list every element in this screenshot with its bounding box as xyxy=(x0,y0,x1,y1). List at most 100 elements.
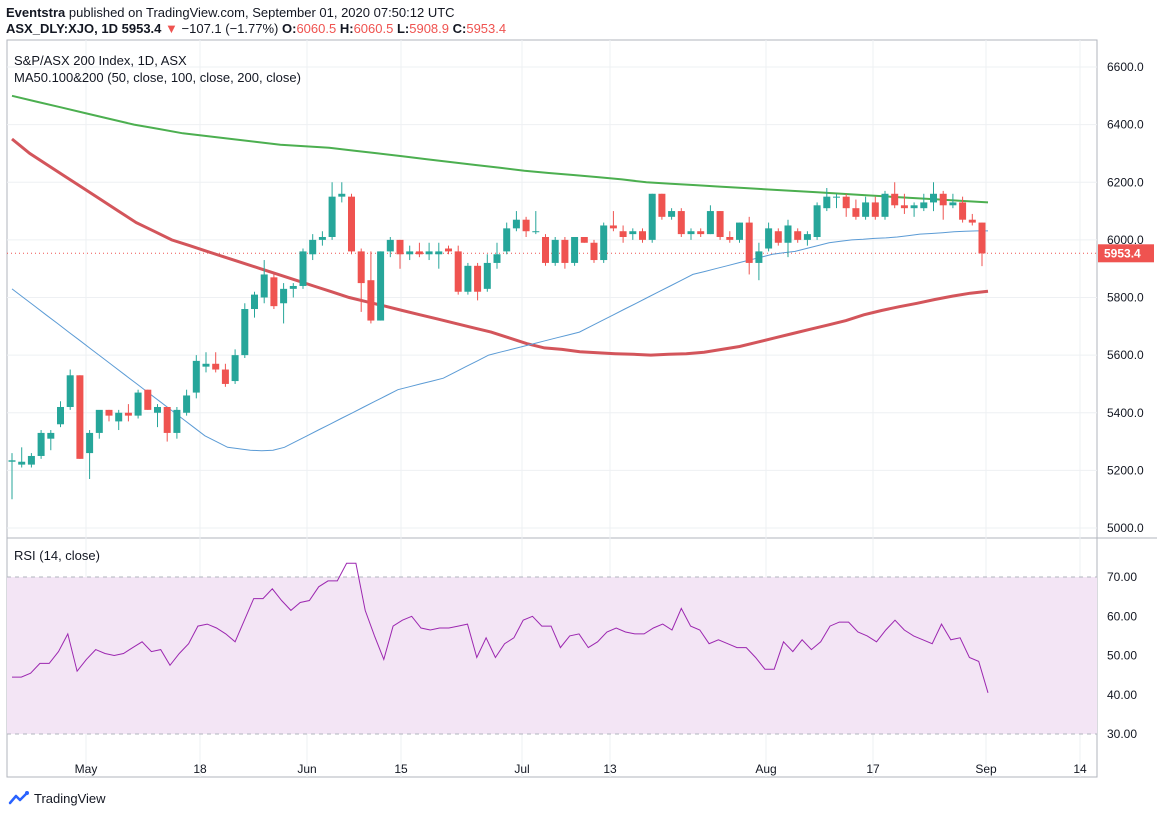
candle-body xyxy=(66,375,74,407)
high-label: H: xyxy=(339,21,354,36)
y-tick-label: 5200.0 xyxy=(1107,463,1144,477)
rsi-legend[interactable]: RSI (14, close) xyxy=(14,548,100,563)
candle-body xyxy=(716,211,724,237)
high-value: 6060.5 xyxy=(353,21,394,36)
candle-body xyxy=(163,406,171,433)
candle-body xyxy=(765,228,773,249)
candle-body xyxy=(571,236,579,263)
candle-body xyxy=(542,236,549,263)
candle-body xyxy=(377,251,385,321)
candle-body xyxy=(561,239,569,263)
ma100-line xyxy=(11,137,989,357)
candle-body xyxy=(134,392,142,416)
candle-body xyxy=(862,202,870,217)
brand-label: TradingView xyxy=(34,790,106,806)
price-change: −107.1 (−1.77%) xyxy=(181,21,279,36)
tradingview-footer[interactable]: TradingView xyxy=(8,790,106,806)
candle-body xyxy=(454,251,462,292)
candle-body xyxy=(920,202,928,209)
candle-body xyxy=(464,265,472,292)
y-tick-label: 5400.0 xyxy=(1107,406,1144,420)
rsi-tick-label: 70.00 xyxy=(1107,570,1137,584)
candle-body xyxy=(813,205,821,237)
candle-body xyxy=(144,389,152,410)
candle-body xyxy=(183,395,191,413)
candle-body xyxy=(57,406,64,425)
candle-body xyxy=(299,251,307,286)
candle-body xyxy=(231,355,239,382)
candle-body xyxy=(318,236,326,240)
y-tick-label: 6400.0 xyxy=(1107,118,1144,132)
close-value: 5953.4 xyxy=(466,21,507,36)
low-value: 5908.9 xyxy=(409,21,449,36)
candle-body xyxy=(338,193,346,197)
candle-body xyxy=(396,239,404,255)
candle-body xyxy=(648,193,656,240)
candle-body xyxy=(154,406,161,413)
candle-body xyxy=(212,363,220,370)
last-price: 5953.4 xyxy=(121,21,162,36)
y-tick-label: 5800.0 xyxy=(1107,291,1144,305)
candle-body xyxy=(590,242,598,261)
candle-body xyxy=(415,251,423,255)
candle-body xyxy=(803,234,811,240)
rsi-tick-label: 30.00 xyxy=(1107,727,1137,741)
candle-body xyxy=(532,231,540,233)
candle-body xyxy=(755,251,763,263)
candle-body xyxy=(425,251,433,255)
close-label: C: xyxy=(452,21,467,36)
candle-body xyxy=(609,225,617,229)
candle-body xyxy=(881,193,889,217)
candle-body xyxy=(260,274,268,298)
candle-body xyxy=(726,236,734,240)
candle-body xyxy=(289,285,297,289)
candle-body xyxy=(639,231,646,240)
candle-body xyxy=(871,202,879,217)
candle-body xyxy=(202,363,210,367)
y-tick-label: 5000.0 xyxy=(1107,521,1144,535)
candle-body xyxy=(910,205,918,209)
rsi-tick-label: 40.00 xyxy=(1107,688,1137,702)
candle-body xyxy=(270,277,278,307)
publish-header: Eventstra published on TradingView.com, … xyxy=(6,5,506,37)
candle-body xyxy=(823,196,831,209)
candle-body xyxy=(551,239,559,263)
candle-body xyxy=(483,262,491,289)
candle-body xyxy=(124,412,132,416)
y-tick-label: 5600.0 xyxy=(1107,348,1144,362)
candle-body xyxy=(37,432,45,456)
candle-body xyxy=(842,196,850,209)
x-tick-label: Jun xyxy=(297,762,316,776)
candle-body xyxy=(774,231,782,243)
candle-body xyxy=(580,236,588,243)
candle-body xyxy=(386,239,394,252)
candle-body xyxy=(784,225,792,243)
candle-body xyxy=(629,231,637,235)
candle-body xyxy=(833,196,840,198)
symbol-label: ASX_DLY:XJO, 1D xyxy=(6,21,118,36)
x-tick-label: May xyxy=(75,762,98,776)
candle-body xyxy=(221,369,229,384)
ohlc-line: ASX_DLY:XJO, 1D 5953.4 ▼ −107.1 (−1.77%)… xyxy=(6,21,506,37)
x-tick-label: 15 xyxy=(394,762,408,776)
chart-title[interactable]: S&P/ASX 200 Index, 1D, ASX xyxy=(14,53,187,68)
candle-body xyxy=(241,309,249,356)
candle-body xyxy=(95,409,103,433)
candle-body xyxy=(357,251,365,284)
candle-body xyxy=(658,193,666,217)
publisher-name[interactable]: Eventstra xyxy=(6,5,66,20)
candle-body xyxy=(668,211,676,217)
candle-body xyxy=(435,251,443,255)
candle-body xyxy=(978,222,986,254)
candle-body xyxy=(328,196,336,237)
candle-body xyxy=(280,288,288,304)
candle-body xyxy=(687,231,695,235)
ma-legend[interactable]: MA50.100&200 (50, close, 100, close, 200… xyxy=(14,70,301,85)
candle-body xyxy=(18,461,26,465)
last-price-badge xyxy=(1098,244,1154,263)
candle-body xyxy=(619,231,627,237)
last-price-label: 5953.4 xyxy=(1104,246,1141,260)
tradingview-logo-icon xyxy=(8,791,29,805)
candle-body xyxy=(474,265,482,292)
